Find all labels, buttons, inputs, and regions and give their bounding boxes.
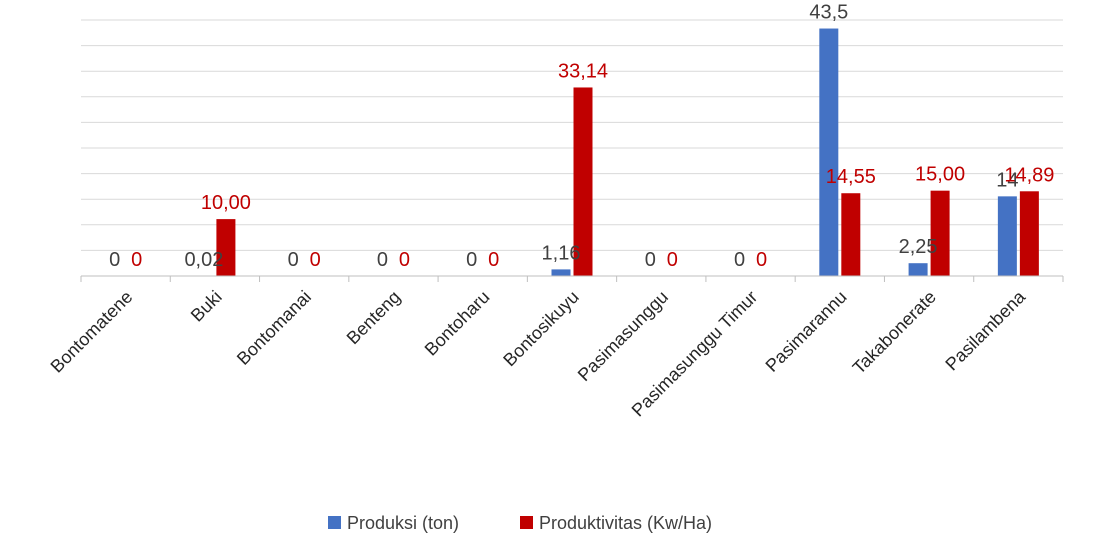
data-label-produktivitas-takabonerate: 15,00 [915,164,965,186]
data-label-produksi-bontosikuyu: 1,16 [542,242,581,264]
x-tick-label-takabonerate: Takabonerate [849,287,940,378]
data-label-produktivitas-benteng: 0 [399,249,410,271]
data-label-produktivitas-pasimasunggu-timur: 0 [756,249,767,271]
x-tick-label-pasilambena: Pasilambena [941,286,1029,374]
legend: Produksi (ton) Produktivitas (Kw/Ha) [328,513,712,533]
bar-produktivitas-pasilambena [1019,191,1039,276]
bar-produktivitas-buki [216,219,236,276]
data-label-produksi-pasimasunggu-timur: 0 [734,249,745,271]
data-label-produktivitas-bontomatene: 0 [131,249,142,271]
data-label-produktivitas-pasilambena: 14,89 [1004,164,1054,186]
legend-label-produksi: Produksi (ton) [347,513,459,533]
data-label-produksi-benteng: 0 [377,249,388,271]
data-label-produktivitas-pasimasunggu: 0 [667,249,678,271]
x-tick-label-pasimarannu: Pasimarannu [762,287,851,376]
data-label-produktivitas-bontoharu: 0 [488,249,499,271]
bar-produktivitas-takabonerate [930,190,950,276]
bars [194,28,1039,277]
legend-label-produktivitas: Produktivitas (Kw/Ha) [539,513,712,533]
x-tick-label-buki: Buki [187,287,226,326]
gridlines [81,19,1063,251]
legend-swatch-produksi [328,516,341,529]
bar-produktivitas-bontosikuyu [573,87,593,277]
x-tick-label-pasimasunggu: Pasimasunggu [574,287,672,385]
data-label-produksi-takabonerate: 2,25 [899,236,938,258]
data-label-produksi-pasilambena: 14 [996,169,1018,191]
x-axis [80,275,1064,282]
data-label-produktivitas-pasimarannu: 14,55 [826,166,876,188]
data-label-produksi-buki: 0,02 [184,249,223,271]
data-label-produktivitas-bontomanai: 0 [310,249,321,271]
data-label-produksi-bontomanai: 0 [288,249,299,271]
bar-produktivitas-pasimarannu [841,193,861,276]
x-tick-labels: Bontomatene Buki Bontomanai Benteng Bontohar… [47,286,1030,420]
bar-produksi-takabonerate [908,263,928,276]
data-label-produksi-pasimarannu: 43,5 [809,2,848,24]
x-tick-label-bontosikuyu: Bontosikuyu [499,287,582,370]
bar-produksi-pasilambena [997,196,1017,276]
data-label-produktivitas-buki: 10,00 [201,192,251,214]
x-tick-label-bontomanai: Bontomanai [233,287,315,369]
legend-swatch-produktivitas [520,516,533,529]
data-label-produksi-bontoharu: 0 [466,249,477,271]
data-label-produksi-bontomatene: 0 [109,249,120,271]
bar-produksi-pasimarannu [819,28,839,277]
data-label-produksi-pasimasunggu: 0 [645,249,656,271]
data-label-produktivitas-bontosikuyu: 33,14 [558,60,608,82]
x-tick-label-bontoharu: Bontoharu [421,287,494,360]
x-tick-label-benteng: Benteng [343,287,405,349]
x-tick-label-bontomatene: Bontomatene [47,287,137,377]
bar-produksi-bontosikuyu [551,269,571,276]
